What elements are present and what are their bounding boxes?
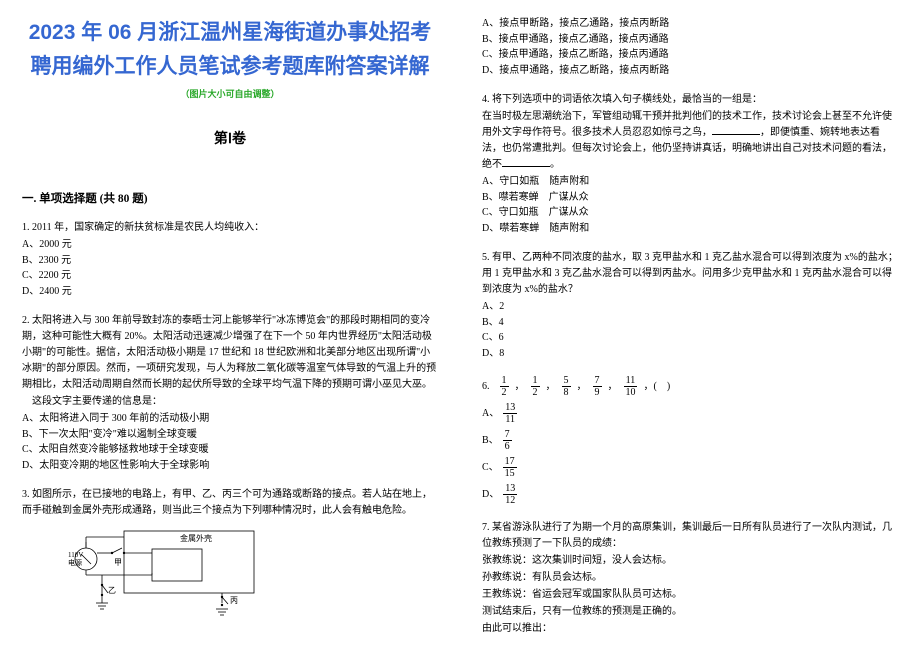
q4-l2c: 。 <box>550 159 560 170</box>
q1-text: 1. 2011 年，国家确定的新扶贫标准是农民人均纯收入： <box>22 220 438 236</box>
q6-sequence: 6. 12， 12， 58， 79， 1110 ，( ) <box>502 375 898 398</box>
label-power-2: 电源 <box>68 558 82 567</box>
q3-options: A、接点甲断路，接点乙通路，接点丙断路 B、接点甲通路，接点乙通路，接点丙通路 … <box>482 16 898 78</box>
q3-opt-b: B、接点甲通路，接点乙通路，接点丙通路 <box>482 32 898 48</box>
q7-l3: 孙教练说：有队员会达标。 <box>482 570 898 586</box>
q2-options: A、太阳将进入同于 300 年前的活动极小期 B、下一次太阳"变冷"难以遏制全球… <box>22 411 438 473</box>
right-column: A、接点甲断路，接点乙通路，接点丙断路 B、接点甲通路，接点乙通路，接点丙通路 … <box>460 0 920 651</box>
q5-opt-d: D、8 <box>482 346 898 362</box>
q4-l1: 4. 将下列选项中的词语依次填入句子横线处，最恰当的一组是： <box>482 92 898 108</box>
q5-text: 5. 有甲、乙两种不同浓度的盐水，取 3 克甲盐水和 1 克乙盐水混合可以得到浓… <box>482 250 898 298</box>
q5-opt-c: C、6 <box>482 330 898 346</box>
left-column: 2023 年 06 月浙江温州星海街道办事处招考 聘用编外工作人员笔试参考题库附… <box>0 0 460 651</box>
title-line-1: 2023 年 06 月浙江温州星海街道办事处招考 <box>22 16 438 50</box>
q6-prefix: 6. <box>482 379 490 395</box>
section-header: 一. 单项选择题 (共 80 题) <box>22 190 438 206</box>
label-jia: 甲 <box>114 558 122 567</box>
q2-opt-d: D、太阳变冷期的地区性影响大于全球影响 <box>22 458 438 474</box>
q2-opt-a: A、太阳将进入同于 300 年前的活动极小期 <box>22 411 438 427</box>
blank-2 <box>502 157 550 167</box>
blank-1 <box>712 125 760 135</box>
q6-opt-a: A、 1311 <box>482 402 898 425</box>
q4-opt-b: B、噤若寒蝉 广谋从众 <box>482 190 898 206</box>
q2-p1: 2. 太阳将进入与 300 年前导致封冻的泰晤士河上能够举行"冰冻博览会"的那段… <box>22 313 438 393</box>
q4-opt-a: A、守口如瓶 随声附和 <box>482 174 898 190</box>
q6-frac-1: 12 <box>531 375 540 398</box>
circuit-svg: 金属外壳 110V 电源 甲 <box>62 525 272 617</box>
q7-l1: 7. 某省游泳队进行了为期一个月的高原集训，集训最后一日所有队员进行了一次队内测… <box>482 520 898 552</box>
q6-opt-d: D、 1312 <box>482 483 898 506</box>
q4-opt-d: D、噤若寒蝉 随声附和 <box>482 221 898 237</box>
volume-label: 第Ⅰ卷 <box>22 128 438 148</box>
q1-opt-a: A、2000 元 <box>22 237 438 253</box>
q6-frac-4: 1110 <box>624 375 638 398</box>
question-5: 5. 有甲、乙两种不同浓度的盐水，取 3 克甲盐水和 1 克乙盐水混合可以得到浓… <box>482 250 898 361</box>
subtitle: （图片大小可自由调整） <box>22 87 438 100</box>
q2-opt-c: C、太阳自然变冷能够拯救地球于全球变暖 <box>22 442 438 458</box>
question-6: 6. 12， 12， 58， 79， 1110 ，( ) A、 1311 B、 … <box>482 375 898 506</box>
q1-options: A、2000 元 B、2300 元 C、2200 元 D、2400 元 <box>22 237 438 299</box>
question-7: 7. 某省游泳队进行了为期一个月的高原集训，集训最后一日所有队员进行了一次队内测… <box>482 520 898 637</box>
label-yi: 乙 <box>108 586 116 595</box>
q5-opt-b: B、4 <box>482 315 898 331</box>
question-1: 1. 2011 年，国家确定的新扶贫标准是农民人均纯收入： A、2000 元 B… <box>22 220 438 299</box>
q7-l2: 张教练说：这次集训时间短，没人会达标。 <box>482 553 898 569</box>
q1-opt-c: C、2200 元 <box>22 268 438 284</box>
q7-l6: 由此可以推出： <box>482 621 898 637</box>
q6-opt-b: B、 76 <box>482 429 898 452</box>
question-4: 4. 将下列选项中的词语依次填入句子横线处，最恰当的一组是： 在当时极左思潮统治… <box>482 92 898 236</box>
q6-b-label: B、 <box>482 433 499 449</box>
label-bing: 丙 <box>230 596 238 605</box>
q5-opt-a: A、2 <box>482 299 898 315</box>
q6-c-label: C、 <box>482 460 499 476</box>
q6-frac-0: 12 <box>500 375 509 398</box>
q7-l4: 王教练说：省运会冠军或国家队队员可达标。 <box>482 587 898 603</box>
q1-opt-d: D、2400 元 <box>22 284 438 300</box>
q6-frac-2: 58 <box>562 375 571 398</box>
label-shell: 金属外壳 <box>180 533 212 543</box>
doc-title: 2023 年 06 月浙江温州星海街道办事处招考 聘用编外工作人员笔试参考题库附… <box>22 16 438 83</box>
q1-opt-b: B、2300 元 <box>22 253 438 269</box>
q5-options: A、2 B、4 C、6 D、8 <box>482 299 898 361</box>
q3-opt-d: D、接点甲通路，接点乙断路，接点丙断路 <box>482 63 898 79</box>
q2-p2: 这段文字主要传递的信息是： <box>22 394 438 410</box>
q2-opt-b: B、下一次太阳"变冷"难以遏制全球变暖 <box>22 427 438 443</box>
q7-l5: 测试结束后，只有一位教练的预测是正确的。 <box>482 604 898 620</box>
q3-text: 3. 如图所示，在已接地的电路上，有甲、乙、丙三个可为通路或断路的接点。若人站在… <box>22 487 438 519</box>
question-3: 3. 如图所示，在已接地的电路上，有甲、乙、丙三个可为通路或断路的接点。若人站在… <box>22 487 438 617</box>
title-line-2: 聘用编外工作人员笔试参考题库附答案详解 <box>22 50 438 84</box>
q6-a-label: A、 <box>482 406 499 422</box>
label-power-1: 110V <box>68 551 83 559</box>
q4-opt-c: C、守口如瓶 广谋从众 <box>482 205 898 221</box>
q3-opt-a: A、接点甲断路，接点乙通路，接点丙断路 <box>482 16 898 32</box>
circuit-diagram: 金属外壳 110V 电源 甲 <box>62 525 272 617</box>
q3-opt-c: C、接点甲通路，接点乙断路，接点丙通路 <box>482 47 898 63</box>
q4-options: A、守口如瓶 随声附和 B、噤若寒蝉 广谋从众 C、守口如瓶 广谋从众 D、噤若… <box>482 174 898 236</box>
q6-tail: ，( ) <box>644 379 671 395</box>
question-2: 2. 太阳将进入与 300 年前导致封冻的泰晤士河上能够举行"冰冻博览会"的那段… <box>22 313 438 473</box>
q6-opt-c: C、 1715 <box>482 456 898 479</box>
q6-d-label: D、 <box>482 487 499 503</box>
q3-options-block: A、接点甲断路，接点乙通路，接点丙断路 B、接点甲通路，接点乙通路，接点丙通路 … <box>482 16 898 78</box>
q6-options: A、 1311 B、 76 C、 1715 D、 1312 <box>482 402 898 506</box>
q6-frac-3: 79 <box>593 375 602 398</box>
q4-para: 在当时极左思潮统治下，军管组动辄干预并批判他们的技术工作，技术讨论会上甚至不允许… <box>482 109 898 173</box>
